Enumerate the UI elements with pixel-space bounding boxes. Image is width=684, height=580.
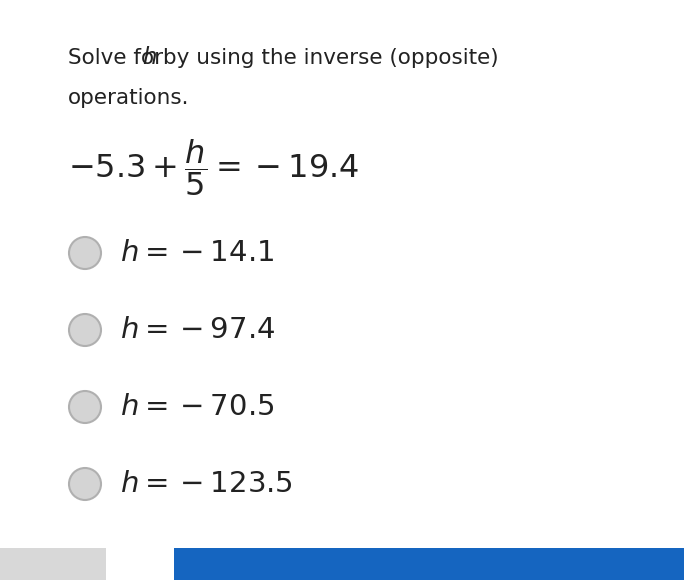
Text: $h = -70.5$: $h = -70.5$ xyxy=(120,393,274,421)
Text: by using the inverse (opposite): by using the inverse (opposite) xyxy=(156,48,499,68)
Ellipse shape xyxy=(69,314,101,346)
Text: $h$: $h$ xyxy=(142,47,157,69)
Bar xyxy=(0,548,106,580)
Text: $h = -123.5$: $h = -123.5$ xyxy=(120,470,293,498)
Ellipse shape xyxy=(69,391,101,423)
Bar xyxy=(174,548,684,580)
Text: $h = -14.1$: $h = -14.1$ xyxy=(120,239,274,267)
Text: $-5.3 + \dfrac{h}{5} = -19.4$: $-5.3 + \dfrac{h}{5} = -19.4$ xyxy=(68,137,359,198)
Text: $h = -97.4$: $h = -97.4$ xyxy=(120,316,275,344)
Ellipse shape xyxy=(69,237,101,269)
Text: operations.: operations. xyxy=(68,88,189,108)
Text: Solve for: Solve for xyxy=(68,48,170,68)
Ellipse shape xyxy=(69,468,101,500)
